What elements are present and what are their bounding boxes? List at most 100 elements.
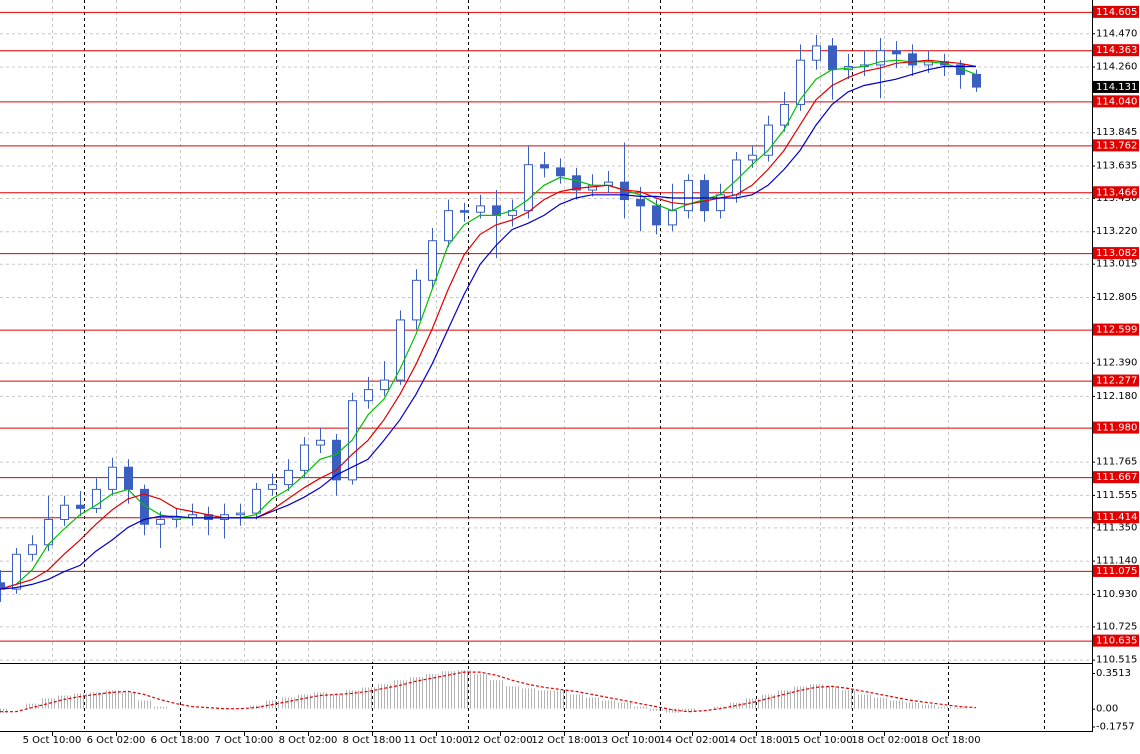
level-label: 112.277 [1096, 376, 1137, 387]
level-label: 112.599 [1096, 325, 1137, 336]
x-tick-label: 7 Oct 10:00 [215, 735, 274, 746]
candle-body [12, 553, 21, 590]
candle-body [156, 518, 165, 525]
candle-body [284, 469, 293, 486]
candle-body [796, 59, 805, 106]
candle-body [892, 50, 901, 55]
candle-body [684, 180, 693, 212]
price-pane [0, 11, 1092, 642]
candle-body [412, 279, 421, 321]
level-label-box [1093, 564, 1139, 577]
candle-body [268, 484, 277, 490]
x-tick-label: 14 Oct 18:00 [723, 735, 788, 746]
candle-body [76, 504, 85, 509]
y-tick-label: 110.725 [1096, 621, 1137, 632]
candle-body [748, 154, 757, 161]
candle-body [476, 205, 485, 213]
candle-body [60, 504, 69, 520]
indicator-line [0, 671, 977, 713]
x-tick-label: 14 Oct 02:00 [659, 735, 724, 746]
level-label: 113.466 [1096, 187, 1137, 198]
candle-body [764, 124, 773, 156]
candle-body [652, 205, 661, 226]
indicator-line [0, 65, 976, 590]
x-tick-label: 18 Oct 02:00 [851, 735, 916, 746]
y-tick-label: 0.3513 [1096, 668, 1131, 679]
level-label-box [1093, 139, 1139, 152]
y-tick-label: 111.350 [1096, 522, 1137, 533]
candle-body [828, 45, 837, 71]
level-label-box [1093, 44, 1139, 57]
y-tick-label: 112.805 [1096, 292, 1137, 303]
level-label: 113.082 [1096, 248, 1137, 259]
candle-body [124, 466, 133, 490]
level-label: 114.040 [1096, 96, 1137, 107]
grid [0, 0, 1092, 731]
x-tick-label: 13 Oct 10:00 [595, 735, 660, 746]
level-label-box [1093, 5, 1139, 18]
candle-body [524, 164, 533, 212]
current-price-box [1093, 80, 1139, 93]
candle-body [556, 167, 565, 177]
axes: 114.470 114.260 113.845 113.635 113.430 113.2… [23, 5, 1139, 746]
level-label: 110.635 [1096, 636, 1137, 647]
y-tick-label: 112.180 [1096, 391, 1137, 402]
level-label-box [1093, 421, 1139, 434]
level-label-box [1093, 186, 1139, 199]
level-label: 111.667 [1096, 472, 1137, 483]
y-tick-label: 114.260 [1096, 62, 1137, 73]
candle-body [108, 466, 117, 490]
candle-body [876, 50, 885, 66]
current-price-label: 114.131 [1096, 82, 1137, 93]
candle-body [140, 488, 149, 525]
x-tick-label: 6 Oct 18:00 [151, 735, 210, 746]
candle-body [316, 439, 325, 446]
indicator-line [0, 59, 977, 590]
x-tick-label: 18 Oct 18:00 [915, 735, 980, 746]
y-tick-label: 110.515 [1096, 655, 1137, 666]
y-tick-label: 111.555 [1096, 490, 1137, 501]
x-tick-label: 8 Oct 02:00 [279, 735, 338, 746]
x-tick-label: 15 Oct 10:00 [787, 735, 852, 746]
y-tick-label: 113.430 [1096, 193, 1137, 204]
candle-body [380, 379, 389, 391]
candle-body [812, 45, 821, 61]
level-label-box [1093, 95, 1139, 108]
candle-body [28, 544, 37, 555]
x-tick-label: 6 Oct 02:00 [87, 735, 146, 746]
candle-body [972, 73, 981, 88]
y-tick-label: 113.635 [1096, 161, 1137, 172]
y-tick-label: 111.140 [1096, 556, 1137, 567]
y-tick-label: 111.765 [1096, 457, 1137, 468]
level-label-box [1093, 323, 1139, 336]
candle-body [668, 210, 677, 226]
x-tick-label: 12 Oct 18:00 [531, 735, 596, 746]
candle-body [332, 439, 341, 481]
candle-body [236, 512, 245, 516]
y-tick-label: 0.00 [1096, 704, 1118, 715]
level-label: 111.414 [1096, 512, 1137, 523]
candle-body [364, 389, 373, 402]
oscillator-pane [0, 670, 977, 713]
level-label: 113.762 [1096, 140, 1137, 151]
level-label-box [1093, 511, 1139, 524]
y-tick-label: 110.930 [1096, 589, 1137, 600]
level-label-box [1093, 247, 1139, 260]
x-tick-label: 12 Oct 02:00 [467, 735, 532, 746]
y-tick-label: 112.390 [1096, 358, 1137, 369]
level-label: 114.605 [1096, 7, 1137, 18]
indicator-line [0, 59, 977, 590]
candle-body [572, 175, 581, 191]
candle-body [780, 104, 789, 126]
level-label-box [1093, 374, 1139, 387]
level-label: 111.980 [1096, 423, 1137, 434]
level-label: 114.363 [1096, 45, 1137, 56]
candle-body [460, 210, 469, 213]
x-tick-label: 11 Oct 10:00 [403, 735, 468, 746]
candle-body [396, 319, 405, 381]
candle-body [540, 164, 549, 169]
y-tick-label: 113.015 [1096, 259, 1137, 270]
candle-body [444, 210, 453, 242]
